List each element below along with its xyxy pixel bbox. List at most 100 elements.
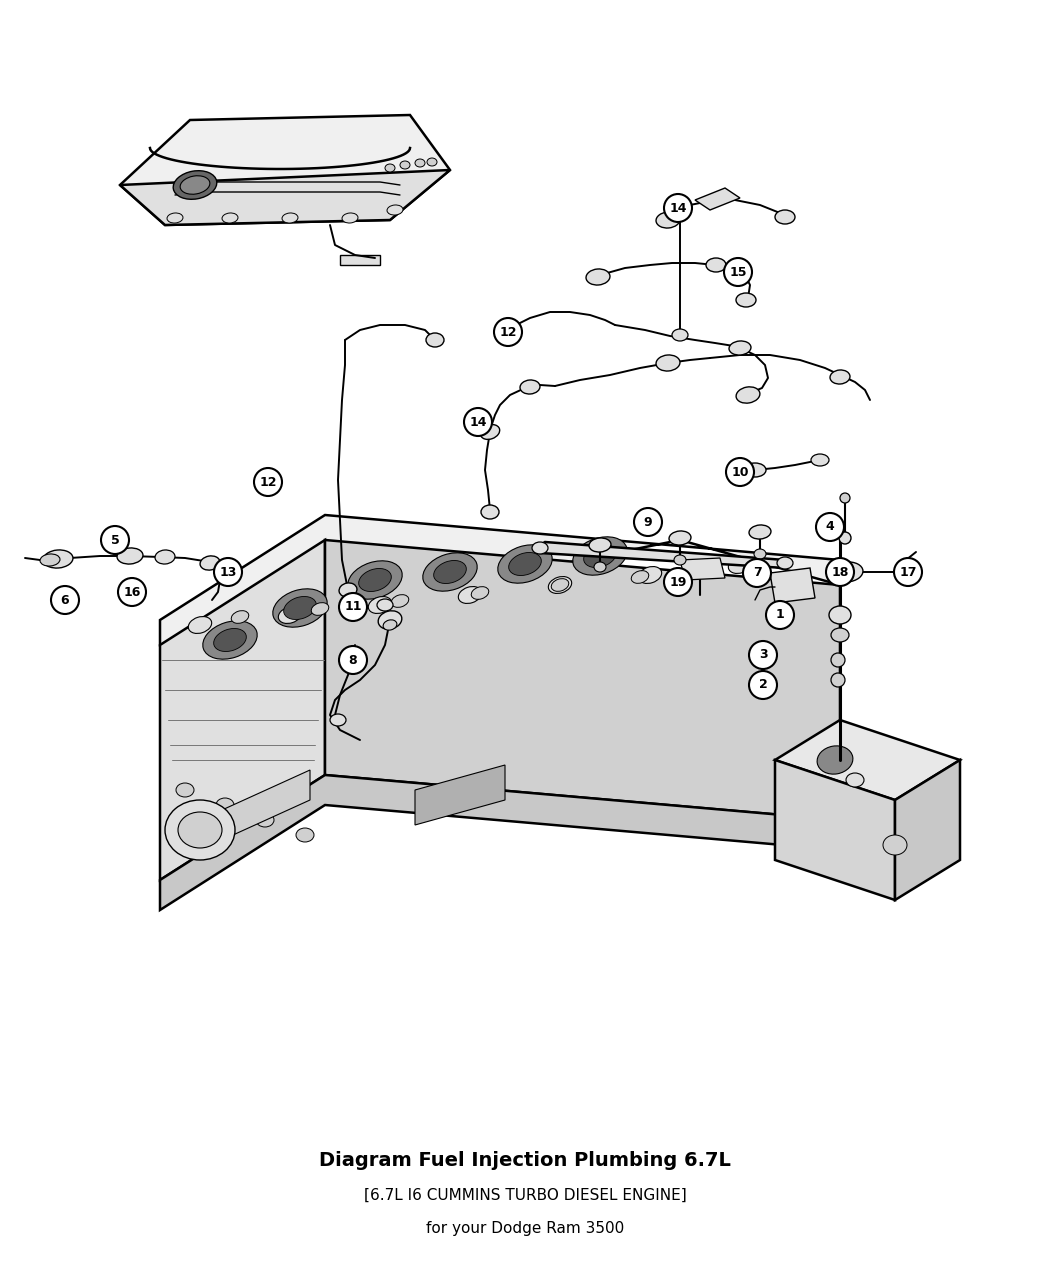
Ellipse shape [188,617,212,634]
Circle shape [339,593,368,621]
Ellipse shape [203,621,257,659]
Ellipse shape [387,205,403,215]
Text: 16: 16 [123,585,141,598]
Text: 9: 9 [644,515,652,529]
Polygon shape [415,765,505,825]
Ellipse shape [532,542,548,555]
Text: 4: 4 [825,520,835,533]
Ellipse shape [359,569,392,592]
Ellipse shape [480,425,500,440]
Ellipse shape [729,340,751,354]
Polygon shape [200,770,310,850]
Text: [6.7L I6 CUMMINS TURBO DIESEL ENGINE]: [6.7L I6 CUMMINS TURBO DIESEL ENGINE] [363,1187,687,1202]
Ellipse shape [181,176,210,194]
Text: 8: 8 [349,654,357,667]
Circle shape [766,601,794,629]
Text: 18: 18 [832,566,848,579]
Ellipse shape [346,604,364,620]
Ellipse shape [178,812,222,848]
Ellipse shape [672,329,688,340]
Ellipse shape [296,827,314,842]
Polygon shape [775,720,960,799]
Ellipse shape [830,606,850,623]
Circle shape [749,641,777,669]
Ellipse shape [831,653,845,667]
Ellipse shape [426,333,444,347]
Ellipse shape [586,269,610,286]
Polygon shape [160,541,326,880]
Ellipse shape [176,783,194,797]
Text: 19: 19 [669,575,687,589]
Ellipse shape [377,599,393,611]
Polygon shape [770,567,815,603]
Ellipse shape [369,597,392,613]
Ellipse shape [155,550,175,564]
Ellipse shape [40,553,60,566]
Ellipse shape [165,799,235,861]
Text: 3: 3 [759,649,768,662]
Text: 10: 10 [731,465,749,478]
Text: Diagram Fuel Injection Plumbing 6.7L: Diagram Fuel Injection Plumbing 6.7L [319,1150,731,1169]
Ellipse shape [584,544,616,567]
Circle shape [816,513,844,541]
Circle shape [664,194,692,222]
Circle shape [664,567,692,595]
Ellipse shape [589,538,611,552]
Polygon shape [775,760,895,900]
Ellipse shape [458,586,482,603]
Ellipse shape [400,161,410,170]
Ellipse shape [383,620,397,630]
Ellipse shape [330,714,346,725]
Text: for your Dodge Ram 3500: for your Dodge Ram 3500 [426,1220,624,1235]
Ellipse shape [508,552,542,575]
Ellipse shape [498,544,552,583]
Ellipse shape [481,505,499,519]
Ellipse shape [216,798,234,812]
Text: 15: 15 [730,265,747,278]
Polygon shape [340,255,380,265]
Ellipse shape [342,213,358,223]
Text: 12: 12 [499,325,517,338]
Ellipse shape [840,493,850,504]
Ellipse shape [777,557,793,569]
Ellipse shape [548,576,571,593]
Circle shape [118,578,146,606]
Ellipse shape [775,210,795,224]
Ellipse shape [392,594,408,607]
Ellipse shape [749,525,771,539]
Ellipse shape [594,562,606,572]
Ellipse shape [631,571,649,584]
Ellipse shape [167,213,183,223]
Ellipse shape [831,629,849,643]
Polygon shape [695,187,740,210]
Circle shape [724,258,752,286]
Ellipse shape [117,548,143,564]
Ellipse shape [501,323,519,334]
Ellipse shape [348,561,402,599]
Circle shape [743,558,771,587]
Ellipse shape [895,560,919,584]
Polygon shape [160,515,840,645]
Ellipse shape [736,386,760,403]
Ellipse shape [520,380,540,394]
Ellipse shape [736,293,756,307]
Ellipse shape [385,164,395,172]
Ellipse shape [754,550,766,558]
Polygon shape [120,170,450,224]
Circle shape [826,558,854,587]
Ellipse shape [729,556,752,574]
Ellipse shape [846,773,864,787]
Circle shape [726,458,754,486]
Ellipse shape [471,586,488,599]
Text: 7: 7 [753,566,761,580]
Ellipse shape [339,583,357,597]
Circle shape [101,527,129,555]
Ellipse shape [817,746,853,774]
Ellipse shape [415,159,425,167]
Ellipse shape [256,813,274,827]
Polygon shape [326,541,840,820]
Text: 5: 5 [110,533,120,547]
Ellipse shape [839,532,850,544]
Polygon shape [160,775,840,910]
Polygon shape [895,760,960,900]
